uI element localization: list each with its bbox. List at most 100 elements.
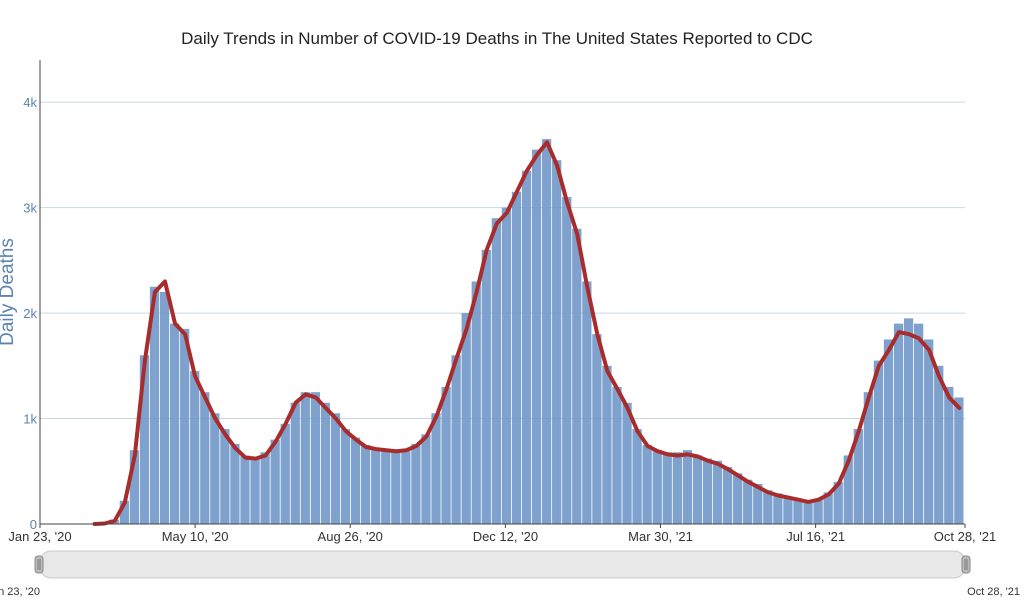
bar [190, 371, 200, 524]
bar [572, 228, 582, 524]
bar [602, 365, 612, 524]
bar [903, 318, 914, 524]
y-tick-label: 0 [30, 517, 37, 532]
bar [330, 413, 341, 524]
bar [934, 365, 944, 524]
bar [159, 292, 170, 524]
bar [401, 450, 411, 524]
bar [672, 452, 682, 524]
bar [853, 429, 863, 524]
bar [481, 249, 491, 524]
bar [361, 444, 371, 524]
range-slider-track[interactable] [39, 550, 966, 579]
bar [441, 386, 451, 524]
bar [632, 429, 642, 524]
bar [240, 455, 250, 524]
moving-average-line [92, 140, 962, 526]
bar [270, 439, 280, 524]
bar [562, 197, 572, 524]
bar [250, 458, 260, 524]
bar [924, 339, 934, 524]
bar [662, 452, 672, 524]
bar [753, 483, 763, 524]
y-axis-ticks: 0 1k 2k 3k 4k [23, 95, 37, 532]
bar [873, 360, 884, 524]
bar [733, 473, 743, 524]
bar [451, 355, 461, 524]
bar [803, 500, 813, 524]
range-slider-right-handle[interactable] [961, 555, 971, 574]
bar [552, 160, 562, 524]
bar [461, 313, 471, 524]
bar [290, 402, 300, 524]
range-slider[interactable] [34, 550, 971, 579]
bar [220, 429, 230, 524]
bar [783, 496, 793, 524]
x-tick-label: Dec 12, '20 [473, 529, 538, 544]
range-slider-left-handle[interactable] [34, 555, 44, 574]
y-axis-label: Daily Deaths [0, 238, 18, 346]
bar [682, 450, 693, 524]
y-tick-label: 2k [23, 306, 37, 321]
bar [149, 286, 160, 524]
bar [169, 323, 180, 524]
bar [954, 397, 964, 524]
bar [521, 170, 532, 524]
chart-title: Daily Trends in Number of COVID-19 Death… [181, 29, 813, 48]
bar-series [89, 139, 964, 525]
bar [914, 323, 924, 524]
bar [391, 452, 401, 524]
bar [652, 450, 662, 524]
x-tick-label: Jan 23, '20 [8, 529, 71, 544]
bar [863, 392, 873, 524]
y-tick-label: 1k [23, 412, 37, 427]
bar [833, 481, 843, 524]
bar [320, 402, 331, 524]
bar [712, 460, 723, 524]
y-tick-label: 3k [23, 201, 37, 216]
x-axis-ticks: Jan 23, '20 May 10, '20 Aug 26, '20 Dec 12,… [8, 524, 996, 544]
bar [350, 437, 361, 524]
bar [883, 339, 894, 524]
bar [371, 448, 381, 524]
bar [230, 443, 240, 524]
moving-average-series [92, 140, 962, 526]
bar [692, 455, 703, 524]
bar [843, 455, 853, 524]
bar [531, 149, 542, 525]
bar [491, 218, 501, 524]
range-slider-start-label: Jan 23, '20 [0, 586, 40, 598]
bar [310, 392, 321, 524]
bar [893, 323, 904, 524]
bar [381, 450, 391, 524]
bar [340, 429, 351, 524]
range-slider-end-label: Oct 28, '21 [967, 586, 1020, 598]
bar [200, 392, 210, 524]
x-tick-label: Mar 30, '21 [628, 529, 693, 544]
bar [210, 413, 220, 524]
bar [612, 386, 622, 524]
bar [642, 444, 652, 524]
bar [119, 500, 129, 524]
bar [511, 191, 522, 524]
bar [280, 423, 290, 524]
x-tick-label: May 10, '20 [162, 529, 229, 544]
bar [501, 207, 512, 525]
bar [431, 413, 441, 524]
bar [743, 479, 753, 524]
bar [411, 443, 421, 524]
bar [260, 452, 270, 524]
x-tick-label: Oct 28, '21 [934, 529, 996, 544]
bar [823, 492, 833, 524]
bar [622, 402, 632, 524]
bar [582, 281, 592, 524]
bar [300, 392, 310, 524]
bar [702, 458, 713, 524]
x-tick-label: Aug 26, '20 [318, 529, 383, 544]
bar [773, 493, 783, 524]
bar [592, 334, 602, 524]
bar [471, 281, 481, 524]
bar [763, 490, 773, 524]
bar [139, 355, 150, 524]
